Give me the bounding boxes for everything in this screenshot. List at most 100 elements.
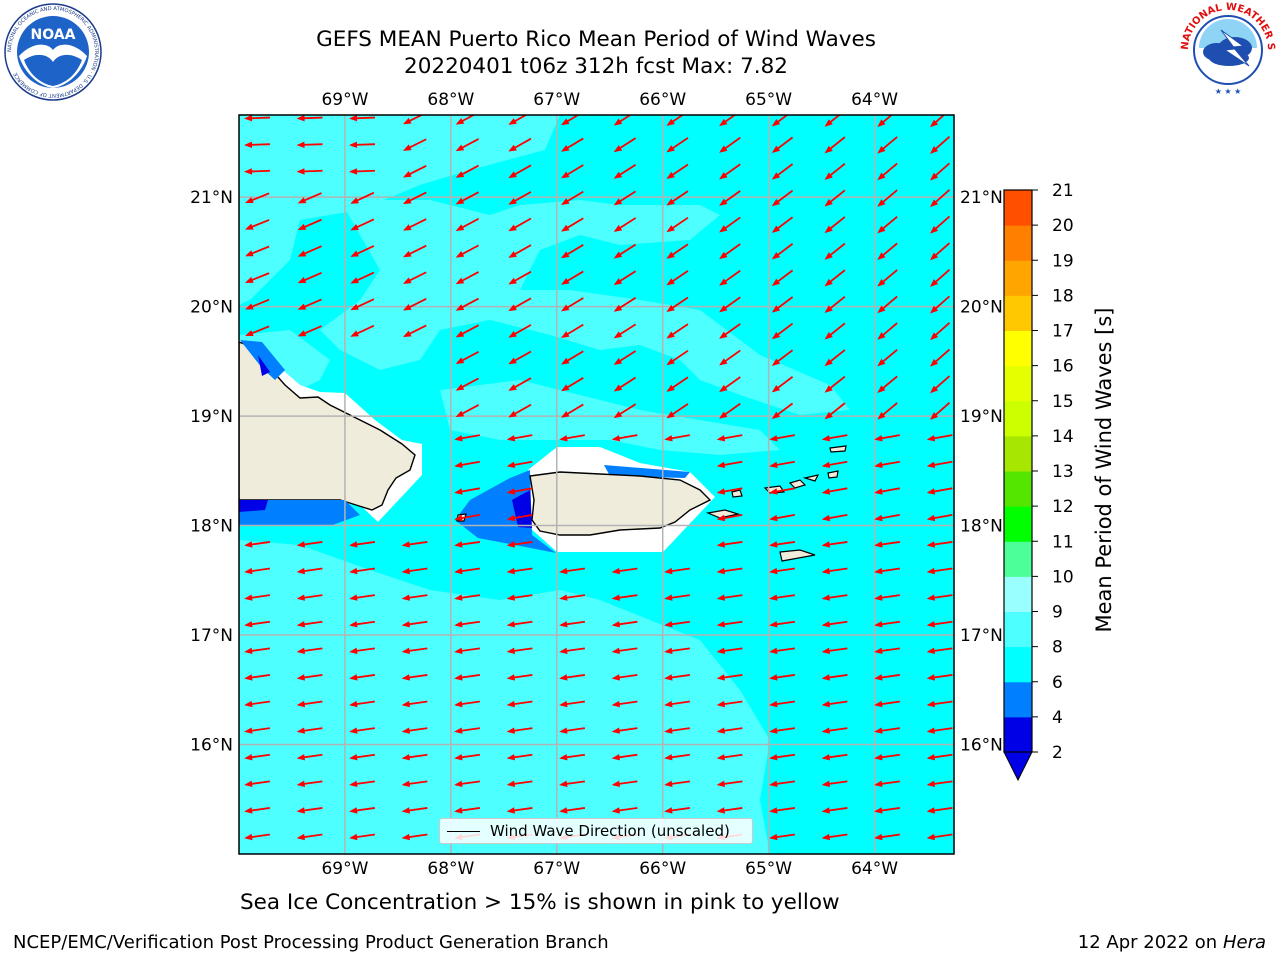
wave-direction-arrow xyxy=(244,115,271,122)
wave-direction-arrow xyxy=(508,377,532,391)
wave-direction-arrow xyxy=(877,269,898,287)
lat-labels-right: 21°N 20°N 19°N 18°N 17°N 16°N xyxy=(960,188,1003,755)
wave-direction-arrow xyxy=(926,594,953,601)
wave-direction-arrow xyxy=(244,780,271,788)
wave-direction-arrow xyxy=(769,833,796,841)
wave-direction-arrow xyxy=(664,727,691,734)
wave-direction-arrow xyxy=(613,115,632,126)
wave-direction-arrow xyxy=(506,460,533,468)
wave-direction-arrow xyxy=(350,191,375,204)
wave-direction-arrow xyxy=(613,296,637,312)
wave-direction-arrow xyxy=(296,727,323,734)
wave-direction-arrow xyxy=(771,115,789,127)
wave-direction-arrow xyxy=(874,487,900,495)
colorbar-tick-label: 11 xyxy=(1052,532,1074,552)
wave-direction-arrow xyxy=(349,541,376,548)
wave-direction-arrow xyxy=(664,620,691,628)
wave-direction-arrow xyxy=(297,218,322,231)
lon-label-top: 64°W xyxy=(851,90,898,110)
wave-direction-arrow xyxy=(506,727,533,734)
wave-direction-arrow xyxy=(877,295,898,314)
wave-direction-arrow xyxy=(666,323,689,339)
wave-direction-arrow xyxy=(613,323,637,339)
wave-direction-arrow xyxy=(926,567,953,575)
colorbar-segment xyxy=(1004,646,1032,683)
wave-direction-arrow xyxy=(930,348,951,367)
wave-direction-arrow xyxy=(926,514,953,522)
wave-direction-arrow xyxy=(666,403,689,419)
wave-direction-arrow xyxy=(666,296,689,313)
wave-direction-arrow xyxy=(716,647,743,655)
map-frame xyxy=(238,114,955,855)
colorbar-tick-label: 13 xyxy=(1052,462,1074,482)
wave-direction-arrow xyxy=(402,244,427,258)
wave-direction-arrow xyxy=(874,780,901,788)
wave-direction-arrow xyxy=(611,700,638,708)
wave-direction-arrow xyxy=(506,487,533,495)
wave-direction-arrow xyxy=(349,647,376,655)
wave-direction-arrow xyxy=(297,325,322,337)
wave-direction-arrow xyxy=(874,727,901,734)
wave-direction-arrow xyxy=(821,753,848,761)
colorbar-segment xyxy=(1004,225,1032,261)
wave-direction-arrow xyxy=(560,164,584,179)
wave-direction-arrow xyxy=(244,620,271,628)
wave-direction-arrow xyxy=(874,647,901,655)
wave-direction-arrow xyxy=(719,296,741,313)
wave-direction-arrow xyxy=(719,216,741,233)
lon-label-bottom: 69°W xyxy=(321,859,368,879)
wave-direction-arrow xyxy=(296,141,323,149)
wave-direction-arrow xyxy=(716,487,743,495)
wave-direction-arrow xyxy=(560,270,584,285)
wave-direction-arrow xyxy=(296,753,323,761)
lon-label-bottom: 65°W xyxy=(745,859,792,879)
lat-label-left: 20°N xyxy=(190,298,233,318)
wave-direction-arrow xyxy=(930,268,951,287)
wave-direction-arrow xyxy=(824,115,841,127)
wave-direction-arrow xyxy=(821,674,848,681)
wave-direction-arrow xyxy=(560,297,584,312)
lon-label-bottom: 68°W xyxy=(427,859,474,879)
wave-direction-arrow xyxy=(401,594,428,601)
wave-direction-arrow xyxy=(613,217,637,232)
wave-direction-arrow xyxy=(719,349,741,366)
wave-direction-arrow xyxy=(874,594,901,601)
colorbar-segment xyxy=(1004,435,1032,472)
lat-label-right: 21°N xyxy=(960,188,1003,208)
wave-direction-arrow xyxy=(508,403,532,418)
wave-direction-arrow xyxy=(771,376,794,393)
wave-direction-arrow xyxy=(877,215,898,234)
colorbar-segment xyxy=(1004,506,1032,542)
wave-direction-arrow xyxy=(874,753,901,761)
wave-direction-arrow xyxy=(296,674,323,681)
wave-direction-arrow xyxy=(350,271,375,284)
wave-direction-arrow xyxy=(771,216,794,233)
wave-direction-arrow xyxy=(454,700,481,708)
wave-direction-arrow xyxy=(613,403,637,419)
wave-direction-arrow xyxy=(455,350,480,364)
wave-direction-arrow xyxy=(506,434,533,442)
wave-direction-arrow xyxy=(719,136,741,153)
footer-machine: Hera xyxy=(1222,932,1266,953)
wave-direction-arrow xyxy=(666,349,689,366)
wave-direction-arrow xyxy=(244,168,271,175)
wave-direction-arrow xyxy=(877,242,898,260)
wave-direction-arrow xyxy=(506,594,533,601)
wave-direction-arrow xyxy=(401,620,428,628)
wave-direction-arrow xyxy=(454,674,481,681)
wave-direction-arrow xyxy=(559,647,586,655)
wave-direction-arrow xyxy=(508,137,532,152)
wave-direction-arrow xyxy=(611,594,638,601)
wave-direction-arrow xyxy=(245,219,270,230)
wave-direction-arrow xyxy=(559,753,586,761)
wave-direction-arrow xyxy=(560,403,584,418)
wave-direction-arrow xyxy=(611,753,638,761)
wave-direction-arrow xyxy=(821,700,848,708)
wave-direction-arrow xyxy=(874,567,901,575)
wave-direction-arrow xyxy=(454,647,481,655)
wave-direction-arrow xyxy=(769,460,795,468)
wave-direction-arrow xyxy=(771,349,794,366)
wave-direction-arrow xyxy=(824,216,846,234)
wave-direction-arrow xyxy=(664,647,691,655)
wave-direction-arrow xyxy=(930,295,951,314)
